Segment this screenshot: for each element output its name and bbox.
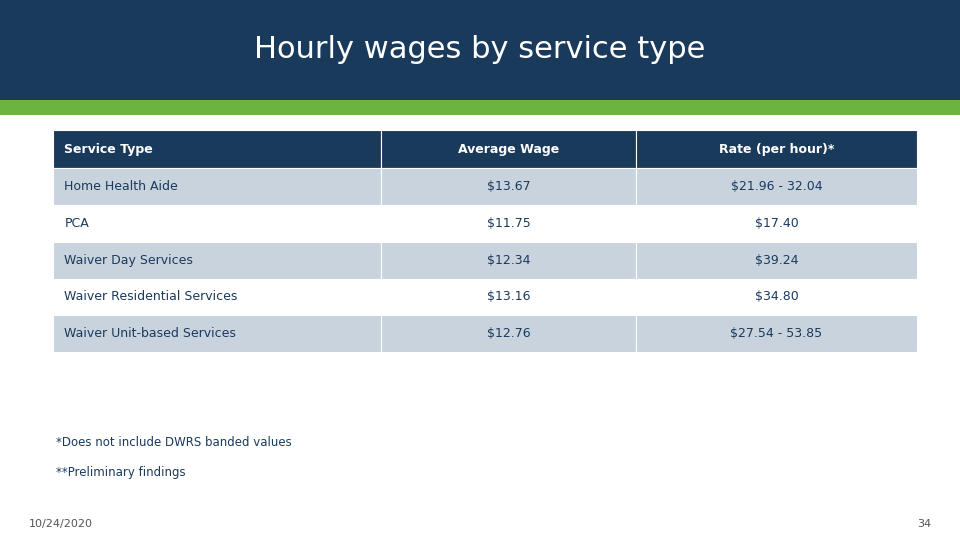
Bar <box>53 130 381 168</box>
Text: Average Wage: Average Wage <box>458 143 559 156</box>
Text: $34.80: $34.80 <box>755 291 799 303</box>
Bar <box>381 168 636 205</box>
Text: 34: 34 <box>917 519 931 529</box>
Bar <box>636 130 917 168</box>
Text: $21.96 - 32.04: $21.96 - 32.04 <box>731 180 822 193</box>
Text: 10/24/2020: 10/24/2020 <box>29 519 93 529</box>
Bar <box>53 315 381 352</box>
Bar <box>381 205 636 242</box>
Bar <box>0 0 960 100</box>
Bar <box>636 205 917 242</box>
Text: $12.34: $12.34 <box>487 254 530 267</box>
Text: Waiver Residential Services: Waiver Residential Services <box>64 291 238 303</box>
Text: Rate (per hour)*: Rate (per hour)* <box>719 143 834 156</box>
Bar <box>636 242 917 279</box>
Bar <box>53 242 381 279</box>
Text: PCA: PCA <box>64 217 89 230</box>
Text: $13.67: $13.67 <box>487 180 530 193</box>
Text: **Preliminary findings: **Preliminary findings <box>56 466 185 479</box>
Bar <box>636 168 917 205</box>
Text: $17.40: $17.40 <box>755 217 799 230</box>
Bar <box>636 315 917 352</box>
Bar <box>53 168 381 205</box>
Bar <box>381 279 636 315</box>
Bar <box>381 130 636 168</box>
Bar <box>381 315 636 352</box>
Bar <box>53 279 381 315</box>
Text: $13.16: $13.16 <box>487 291 530 303</box>
Text: Waiver Day Services: Waiver Day Services <box>64 254 193 267</box>
Text: $39.24: $39.24 <box>755 254 798 267</box>
Text: $12.76: $12.76 <box>487 327 530 340</box>
Text: $11.75: $11.75 <box>487 217 531 230</box>
Text: Service Type: Service Type <box>64 143 153 156</box>
Text: Waiver Unit-based Services: Waiver Unit-based Services <box>64 327 236 340</box>
Bar <box>636 279 917 315</box>
Bar <box>53 205 381 242</box>
Text: Home Health Aide: Home Health Aide <box>64 180 178 193</box>
Bar <box>0 100 960 115</box>
Text: Hourly wages by service type: Hourly wages by service type <box>254 36 706 64</box>
Text: *Does not include DWRS banded values: *Does not include DWRS banded values <box>56 436 292 449</box>
Bar <box>381 242 636 279</box>
Text: $27.54 - 53.85: $27.54 - 53.85 <box>731 327 823 340</box>
